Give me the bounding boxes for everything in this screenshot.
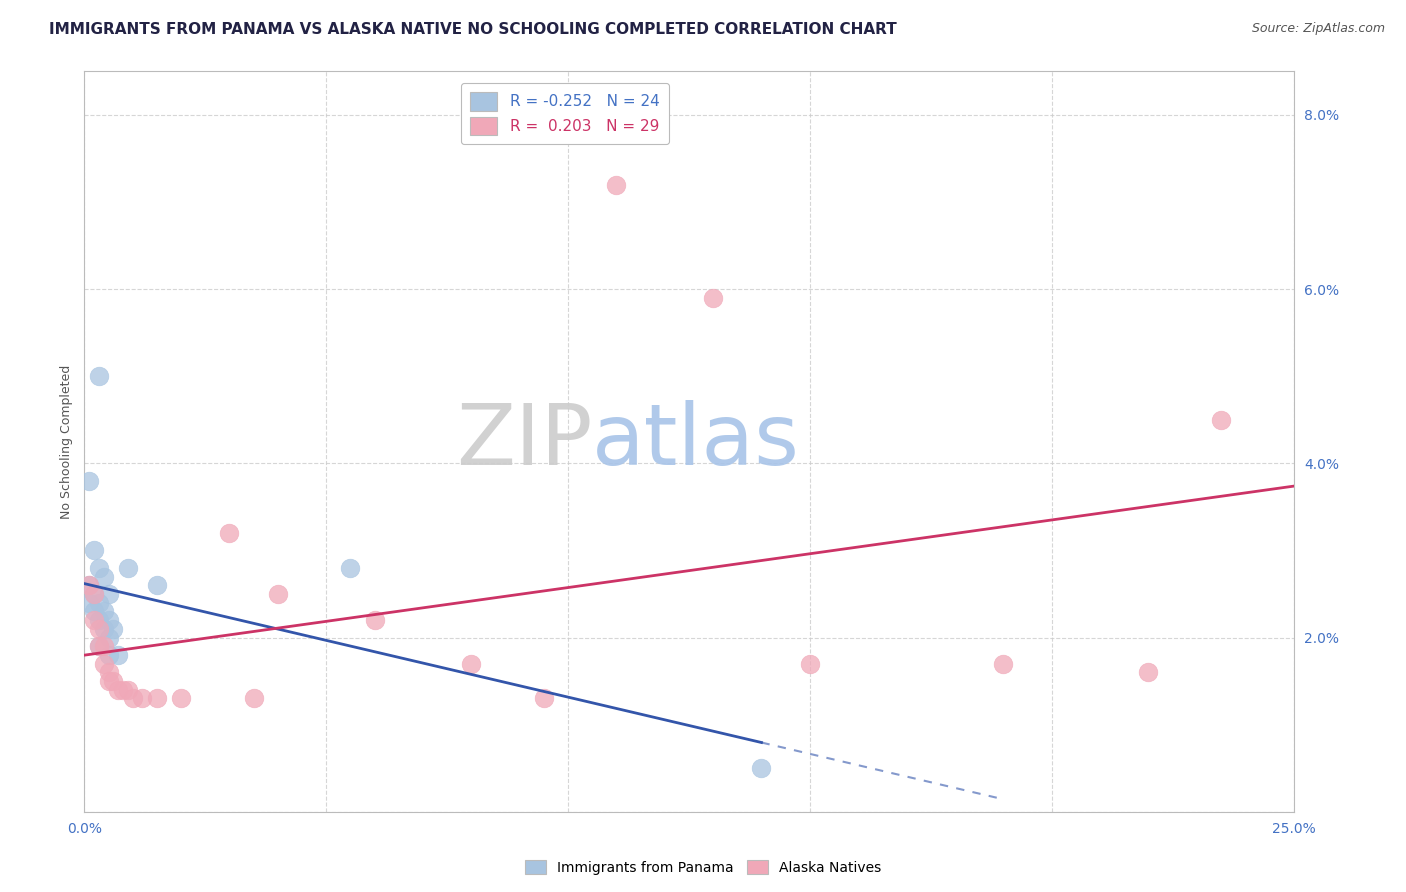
Point: [87, 613, 110, 627]
Text: Source: ZipAtlas.com: Source: ZipAtlas.com: [1251, 22, 1385, 36]
Point: [83, 543, 105, 558]
Point: [97, 648, 120, 662]
Text: ZIP: ZIP: [456, 400, 592, 483]
Point: [97, 665, 120, 680]
Point: [87, 622, 110, 636]
Legend: R = -0.252   N = 24, R =  0.203   N = 29: R = -0.252 N = 24, R = 0.203 N = 29: [461, 83, 669, 145]
Point: [242, 691, 264, 706]
Point: [799, 657, 821, 671]
Point: [103, 622, 125, 636]
Point: [117, 682, 139, 697]
Point: [1137, 665, 1160, 680]
Point: [83, 587, 105, 601]
Point: [993, 657, 1015, 671]
Point: [77, 578, 100, 592]
Point: [751, 761, 773, 775]
Point: [87, 596, 110, 610]
Point: [267, 587, 290, 601]
Point: [339, 561, 361, 575]
Point: [107, 682, 129, 697]
Point: [121, 691, 143, 706]
Text: atlas: atlas: [592, 400, 800, 483]
Point: [218, 526, 240, 541]
Point: [97, 631, 120, 645]
Point: [131, 691, 153, 706]
Point: [93, 639, 115, 653]
Point: [702, 291, 724, 305]
Point: [117, 561, 139, 575]
Point: [103, 674, 125, 689]
Point: [146, 691, 169, 706]
Point: [170, 691, 193, 706]
Point: [146, 578, 169, 592]
Point: [460, 657, 482, 671]
Text: IMMIGRANTS FROM PANAMA VS ALASKA NATIVE NO SCHOOLING COMPLETED CORRELATION CHART: IMMIGRANTS FROM PANAMA VS ALASKA NATIVE …: [49, 22, 897, 37]
Point: [97, 587, 120, 601]
Point: [77, 474, 100, 488]
Point: [93, 569, 115, 583]
Legend: Immigrants from Panama, Alaska Natives: Immigrants from Panama, Alaska Natives: [519, 855, 887, 880]
Point: [77, 578, 100, 592]
Point: [93, 604, 115, 618]
Point: [83, 613, 105, 627]
Point: [533, 691, 555, 706]
Y-axis label: No Schooling Completed: No Schooling Completed: [60, 365, 73, 518]
Point: [87, 639, 110, 653]
Point: [97, 674, 120, 689]
Point: [605, 178, 627, 192]
Point: [93, 657, 115, 671]
Point: [107, 648, 129, 662]
Point: [87, 561, 110, 575]
Point: [83, 604, 105, 618]
Point: [1209, 413, 1232, 427]
Point: [87, 639, 110, 653]
Point: [87, 369, 110, 384]
Point: [97, 613, 120, 627]
Point: [112, 682, 135, 697]
Point: [93, 622, 115, 636]
Point: [77, 596, 100, 610]
Point: [363, 613, 385, 627]
Point: [83, 587, 105, 601]
